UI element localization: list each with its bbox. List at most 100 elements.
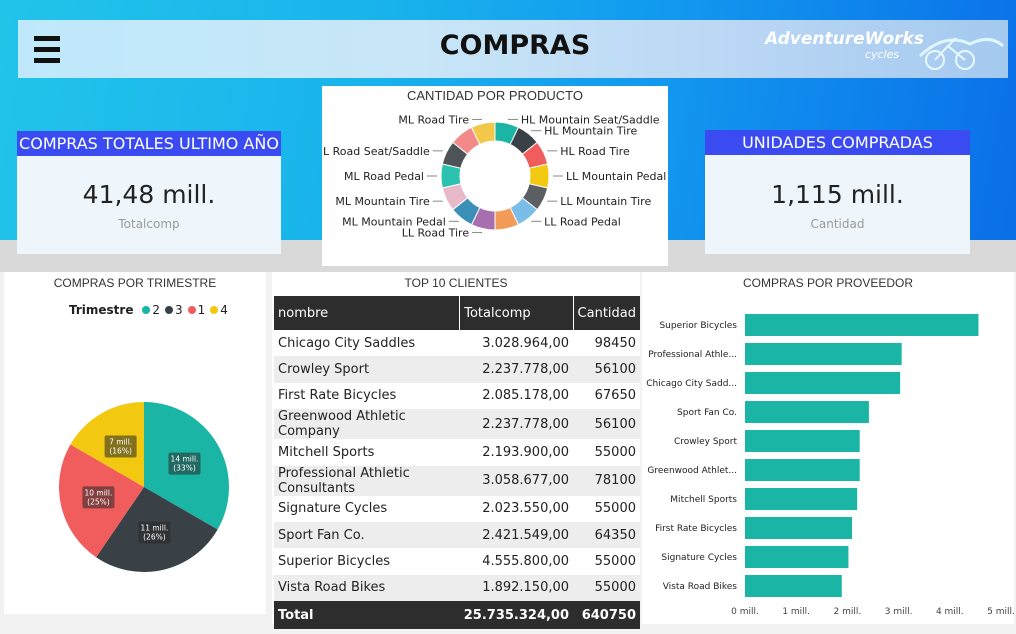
cell-cantidad: 67650 (573, 382, 640, 410)
legend-label[interactable]: 2 (152, 303, 160, 317)
donut-slice-label: HL Road Tire (560, 145, 630, 158)
table-row[interactable]: Chicago City Saddles 3.028.964,00 98450 (274, 330, 640, 357)
donut-slice-label: LL Mountain Pedal (566, 170, 666, 183)
cell-cantidad: 64350 (573, 521, 640, 549)
table-row[interactable]: Superior Bicycles 4.555.800,00 55000 (274, 548, 640, 575)
cell-totalcomp: 1.892.150,00 (459, 574, 574, 602)
cell-totalcomp: 2.237.778,00 (459, 356, 574, 383)
column-header-nombre[interactable]: nombre (274, 296, 461, 330)
top-clients-table: nombre Totalcomp Cantidad Chicago City S… (274, 296, 640, 630)
bar-category-label: Vista Road Bikes (663, 582, 738, 592)
total-cantidad: 640750 (573, 601, 640, 630)
donut-slice-label: HL Mountain Seat/Saddle (521, 113, 660, 126)
table-row[interactable]: Vista Road Bikes 1.892.150,00 55000 (274, 574, 640, 602)
bar-category-label: Signature Cycles (661, 553, 737, 563)
cyclist-icon (918, 37, 1005, 70)
legend-label[interactable]: 1 (197, 303, 206, 317)
bar-category-label: Chicago City Sadd... (646, 379, 737, 389)
cell-cantidad: 56100 (573, 409, 640, 440)
kpi-label: Cantidad (810, 217, 865, 231)
table-row[interactable]: Mitchell Sports 2.193.900,00 55000 (274, 439, 640, 466)
table-panel: TOP 10 CLIENTES nombre Totalcomp Cantida… (272, 272, 640, 630)
cell-nombre: Signature Cycles (274, 495, 460, 522)
kpi-card-total-purchases: COMPRAS TOTALES ULTIMO AÑO 41,48 mill. T… (17, 131, 281, 254)
table-row[interactable]: Sport Fan Co. 2.421.549,00 64350 (274, 521, 640, 549)
kpi-label: Totalcomp (118, 217, 180, 231)
legend-label[interactable]: 3 (174, 303, 183, 317)
donut-slice-label: ML Road Tire (398, 113, 469, 126)
table-header-row: nombre Totalcomp Cantidad (274, 296, 640, 330)
kpi-title: COMPRAS TOTALES ULTIMO AÑO (17, 131, 281, 156)
donut-slice-label: ML Road Pedal (344, 170, 424, 183)
bar[interactable] (745, 575, 842, 597)
bar-category-label: Greenwood Athlet... (647, 466, 737, 476)
bar[interactable] (745, 314, 979, 336)
bar[interactable] (745, 430, 860, 452)
pie-data-label-bg (138, 521, 171, 544)
bar[interactable] (745, 401, 869, 423)
table-row[interactable]: Signature Cycles 2.023.550,00 55000 (274, 495, 640, 522)
legend-marker (142, 306, 151, 314)
column-header-cantidad[interactable]: Cantidad (573, 296, 640, 330)
logo-subtext: cycles (865, 48, 900, 61)
column-header-totalcomp[interactable]: Totalcomp (459, 296, 574, 330)
table-row[interactable]: Crowley Sport 2.237.778,00 56100 (274, 356, 640, 383)
cell-cantidad: 55000 (573, 439, 640, 466)
bar[interactable] (745, 459, 860, 481)
donut-slice-label: LL Road Pedal (544, 215, 621, 228)
cell-nombre: Superior Bicycles (274, 548, 460, 575)
table-row[interactable]: Professional Athletic Consultants 3.058.6… (274, 465, 640, 496)
bar[interactable] (745, 488, 858, 510)
table-row[interactable]: First Rate Bicycles 2.085.178,00 67650 (274, 382, 640, 410)
donut-slice-label: LL Mountain Tire (560, 195, 651, 208)
cell-totalcomp: 2.193.900,00 (459, 439, 574, 466)
cell-cantidad: 55000 (573, 574, 640, 602)
x-tick-label: 0 mill. (731, 607, 759, 617)
bar[interactable] (745, 372, 901, 394)
adventureworks-logo: AdventureWorks cycles (760, 26, 1005, 74)
cell-nombre: First Rate Bicycles (274, 382, 460, 410)
total-label: Total (274, 601, 460, 630)
logo-text: AdventureWorks (765, 29, 924, 49)
page-title: COMPRAS (439, 30, 591, 61)
menu-icon[interactable] (34, 36, 60, 66)
bar-category-label: Superior Bicycles (659, 321, 737, 331)
legend-marker (187, 306, 196, 314)
pie-data-label-bg (82, 486, 115, 509)
donut-slice-label: HL Mountain Tire (544, 125, 637, 138)
total-totalcomp: 25.735.324,00 (459, 601, 574, 630)
cell-totalcomp: 3.058.677,00 (459, 465, 574, 496)
table-row[interactable]: Greenwood Athletic Company 2.237.778,00 56… (274, 409, 640, 440)
cell-nombre: Crowley Sport (274, 356, 460, 383)
pie-percent-label: (33%) (173, 464, 196, 473)
bar[interactable] (745, 343, 902, 365)
donut-slice[interactable] (470, 121, 496, 146)
bar[interactable] (745, 546, 849, 568)
cell-nombre: Vista Road Bikes (274, 574, 460, 602)
table-title: TOP 10 CLIENTES (404, 276, 508, 290)
cell-nombre: Mitchell Sports (274, 439, 460, 466)
cell-nombre: Sport Fan Co. (274, 521, 460, 549)
cell-cantidad: 78100 (573, 465, 640, 496)
kpi-value: 1,115 mill. (771, 180, 904, 209)
bar-category-label: First Rate Bicycles (655, 524, 737, 534)
pie-data-label: 7 mill. (109, 438, 132, 447)
kpi-card-units-purchased: UNIDADES COMPRADAS 1,115 mill. Cantidad (705, 130, 970, 254)
pie-data-label: 10 mill. (84, 488, 112, 497)
pie-data-label-bg (168, 452, 201, 475)
bar-chart[interactable]: Superior Bicycles Professional Athle... Ch… (642, 294, 1014, 624)
pie-data-label: 11 mill. (140, 524, 168, 533)
pie-chart[interactable]: 14 mill.(33%) 11 mill.(26%) 10 mill.(25%) 7… (4, 317, 266, 617)
pie-data-label-bg (104, 435, 137, 458)
bar-chart-title: COMPRAS POR PROVEEDOR (742, 276, 914, 290)
donut-slice-label: ML Road Seat/Saddle (322, 145, 430, 158)
cell-nombre: Greenwood Athletic Company (274, 409, 460, 440)
legend-label[interactable]: 4 (220, 303, 228, 317)
donut-slice-label: ML Mountain Pedal (342, 215, 446, 228)
donut-slice-label: ML Mountain Tire (335, 195, 430, 208)
bar[interactable] (745, 517, 853, 539)
header-bar (18, 20, 1008, 78)
donut-chart-title: CANTIDAD POR PRODUCTO (407, 88, 583, 103)
